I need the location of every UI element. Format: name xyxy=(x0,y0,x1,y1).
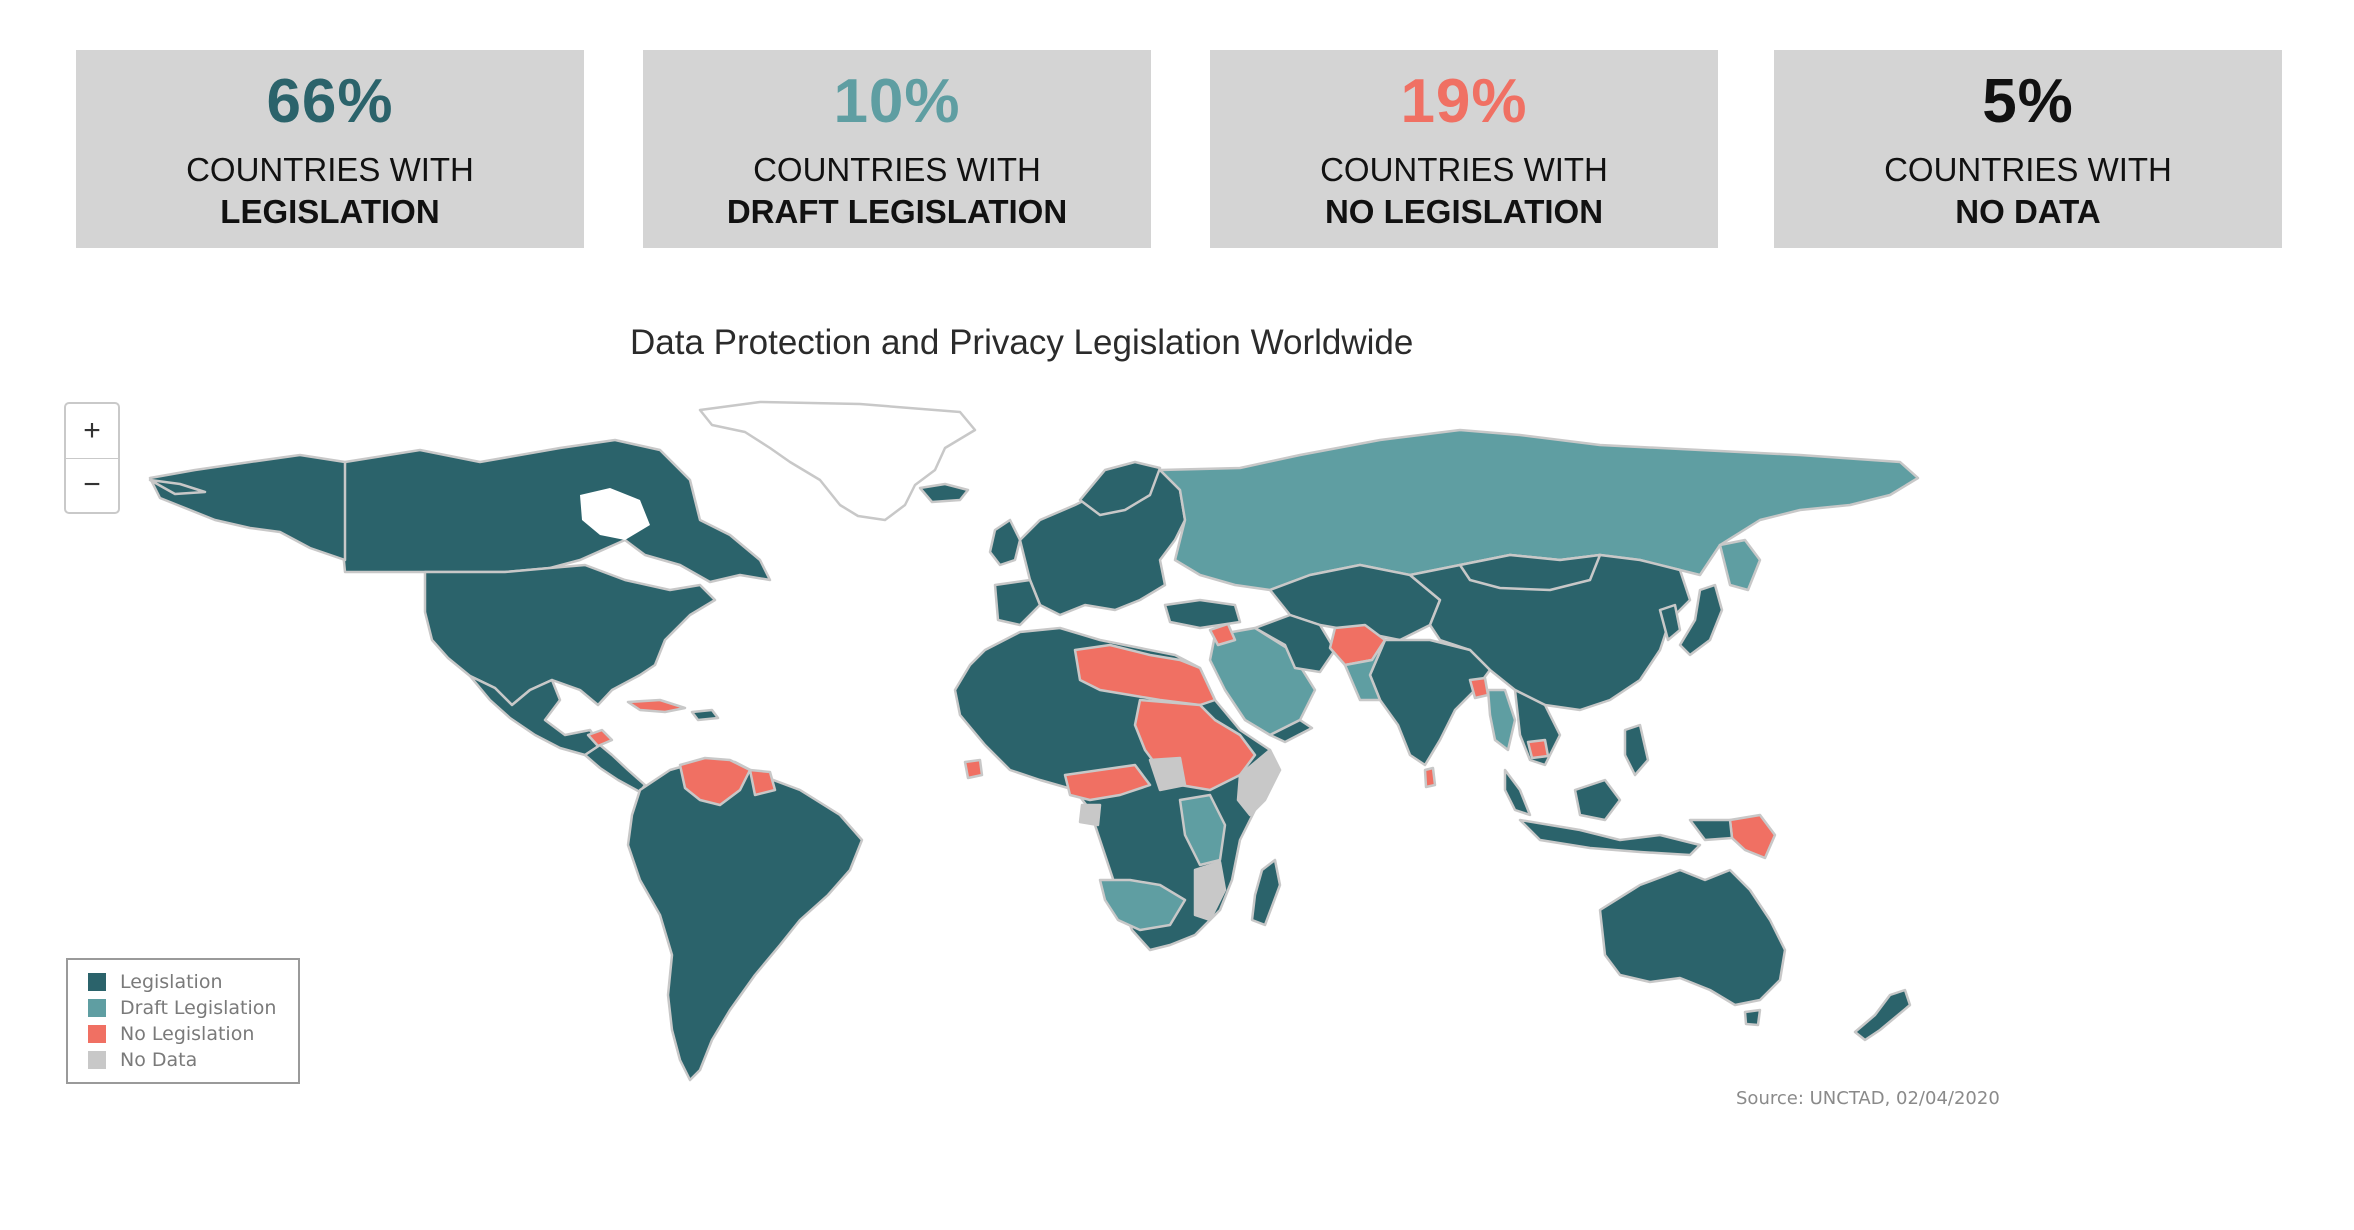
legend-swatch xyxy=(88,999,106,1017)
region-united-states[interactable] xyxy=(423,563,717,707)
legend-item-draft-legislation: Draft Legislation xyxy=(88,996,276,1020)
legend-swatch xyxy=(88,973,106,991)
region-greenland[interactable] xyxy=(698,400,977,522)
region-honduras[interactable] xyxy=(586,728,614,748)
region-canada[interactable] xyxy=(338,438,772,584)
region-sierra-leone[interactable] xyxy=(963,758,984,780)
region-somalia[interactable] xyxy=(1236,748,1282,817)
region-guyana[interactable] xyxy=(748,768,777,797)
region-turkey[interactable] xyxy=(1163,598,1242,630)
region-east-africa-draft[interactable] xyxy=(1178,793,1227,867)
stat-percentage: 5% xyxy=(1982,67,2074,136)
region-russia[interactable] xyxy=(1158,428,1920,592)
map-title: Data Protection and Privacy Legislation … xyxy=(630,323,1414,362)
legend-swatch xyxy=(88,1025,106,1043)
stat-category: NO LEGISLATION xyxy=(1324,193,1604,230)
region-syria[interactable] xyxy=(1208,622,1237,647)
region-alaska-islands[interactable] xyxy=(148,478,207,496)
region-west-central-africa-no-legislation[interactable] xyxy=(1063,763,1152,802)
region-north-africa-no-legislation[interactable] xyxy=(1073,643,1217,707)
region-bangladesh[interactable] xyxy=(1468,676,1490,700)
stat-card-no-data: 5% COUNTRIES WITH NO DATA xyxy=(1774,50,2282,248)
stat-card-no-legislation: 19% COUNTRIES WITH NO LEGISLATION xyxy=(1210,50,1718,248)
region-mongolia[interactable] xyxy=(1458,553,1602,592)
region-malaysia[interactable] xyxy=(1503,768,1532,817)
region-gabon-no-data[interactable] xyxy=(1078,803,1102,827)
stat-category: DRAFT LEGISLATION xyxy=(726,193,1068,230)
region-pakistan[interactable] xyxy=(1343,638,1387,702)
legend-label: Draft Legislation xyxy=(120,997,277,1019)
stat-percentage: 10% xyxy=(833,67,961,136)
legend-item-legislation: Legislation xyxy=(88,970,223,994)
source-note: Source: UNCTAD, 02/04/2020 xyxy=(1736,1088,2000,1109)
region-alaska[interactable] xyxy=(148,453,347,562)
region-japan[interactable] xyxy=(1678,583,1724,657)
region-venezuela[interactable] xyxy=(678,756,752,807)
land-masses xyxy=(148,400,1920,1082)
region-yemen[interactable] xyxy=(1268,718,1314,744)
region-iberia[interactable] xyxy=(993,578,1042,627)
region-korea[interactable] xyxy=(1658,603,1682,642)
region-sri-lanka[interactable] xyxy=(1423,766,1437,789)
region-uk[interactable] xyxy=(988,518,1022,567)
stat-percentage: 19% xyxy=(1400,67,1528,136)
region-madagascar[interactable] xyxy=(1250,858,1282,927)
stat-label: COUNTRIES WITH xyxy=(1884,151,2172,188)
region-new-zealand[interactable] xyxy=(1853,988,1912,1042)
region-hudson-bay xyxy=(580,488,650,540)
stat-card-legislation: 66% COUNTRIES WITH LEGISLATION xyxy=(76,50,584,248)
stat-label: COUNTRIES WITH xyxy=(753,151,1041,188)
summary-stats: 66% COUNTRIES WITH LEGISLATION 10% COUNT… xyxy=(76,50,2282,248)
legend-label: No Legislation xyxy=(120,1023,255,1045)
region-iran[interactable] xyxy=(1253,613,1337,674)
legend-item-no-legislation: No Legislation xyxy=(88,1022,254,1046)
region-borneo[interactable] xyxy=(1573,778,1622,822)
region-southern-africa-draft[interactable] xyxy=(1098,878,1187,932)
region-papua-new-guinea[interactable] xyxy=(1728,813,1777,860)
legend-label: Legislation xyxy=(120,971,223,993)
region-kamchatka[interactable] xyxy=(1718,538,1762,592)
region-indonesia[interactable] xyxy=(1518,818,1702,857)
stat-percentage: 66% xyxy=(266,67,394,136)
region-hispaniola[interactable] xyxy=(690,708,720,722)
stat-category: LEGISLATION xyxy=(220,193,440,230)
region-south-america[interactable] xyxy=(626,758,864,1082)
region-iceland[interactable] xyxy=(918,482,970,504)
map-legend: Legislation Draft Legislation No Legisla… xyxy=(66,958,300,1084)
region-cuba[interactable] xyxy=(626,698,687,714)
region-indochina[interactable] xyxy=(1513,688,1562,767)
stat-label: COUNTRIES WITH xyxy=(186,151,474,188)
region-india[interactable] xyxy=(1368,638,1492,767)
region-scandinavia[interactable] xyxy=(1078,460,1162,517)
region-mozambique-no-data[interactable] xyxy=(1193,860,1227,922)
legend-item-no-data: No Data xyxy=(88,1048,197,1072)
region-philippines[interactable] xyxy=(1623,723,1650,777)
stat-category: NO DATA xyxy=(1955,193,2101,230)
zoom-in-button[interactable]: + xyxy=(66,404,118,459)
region-australia[interactable] xyxy=(1598,868,1787,1007)
legend-label: No Data xyxy=(120,1049,198,1071)
region-myanmar[interactable] xyxy=(1486,688,1517,752)
region-tasmania[interactable] xyxy=(1743,1008,1762,1027)
region-central-africa-no-data[interactable] xyxy=(1148,756,1187,792)
legend-swatch xyxy=(88,1051,106,1069)
stat-label: COUNTRIES WITH xyxy=(1320,151,1608,188)
region-mexico[interactable] xyxy=(468,674,602,757)
stat-card-draft-legislation: 10% COUNTRIES WITH DRAFT LEGISLATION xyxy=(643,50,1151,248)
zoom-control: + − xyxy=(64,402,120,514)
region-new-guinea-west[interactable] xyxy=(1688,818,1734,842)
zoom-out-button[interactable]: − xyxy=(83,468,101,501)
region-cambodia[interactable] xyxy=(1526,738,1550,760)
region-central-america[interactable] xyxy=(583,743,647,794)
